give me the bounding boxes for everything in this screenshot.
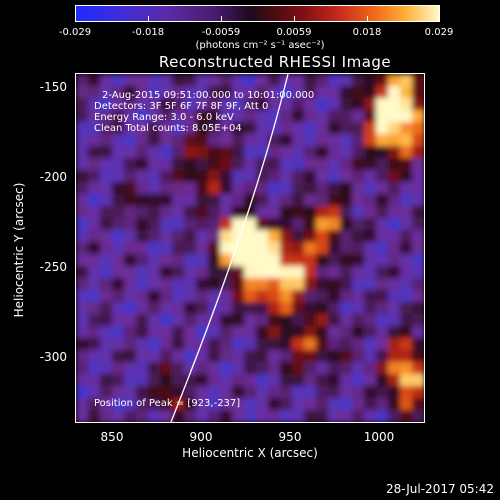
clean-counts-text: Clean Total counts: 8.05E+04 xyxy=(94,123,242,134)
y-tick-label: -300 xyxy=(39,350,67,364)
plot-title: Reconstructed RHESSI Image xyxy=(158,53,392,71)
detectors-text: Detectors: 3F 5F 6F 7F 8F 9F, Att 0 xyxy=(94,101,269,112)
solar-limb-line xyxy=(170,74,289,422)
solar-image-plot xyxy=(75,73,425,423)
colorbar-tick-label: -0.029 xyxy=(58,27,92,38)
colorbar-tick-mark xyxy=(439,16,440,22)
footer-timestamp: 28-Jul-2017 05:42 xyxy=(385,482,494,496)
colorbar-tick-label: 0.0059 xyxy=(276,27,312,38)
colorbar-tick-label: -0.0059 xyxy=(201,27,241,38)
x-tick-label: 1000 xyxy=(363,430,395,444)
colorbar-tick-label: 0.018 xyxy=(352,27,382,38)
colorbar-tick-mark xyxy=(367,16,368,22)
colorbar-tick-mark xyxy=(221,16,222,22)
colorbar-unit-label: (photons cm⁻² s⁻¹ asec⁻²) xyxy=(195,40,325,51)
y-tick-label: -150 xyxy=(39,80,67,94)
y-tick-label: -200 xyxy=(39,170,67,184)
colorbar-tick-label: -0.018 xyxy=(131,27,165,38)
peak-position-text: Position of Peak = [923,-237] xyxy=(94,398,241,409)
x-axis-label: Heliocentric X (arcsec) xyxy=(182,446,318,460)
x-tick-label: 850 xyxy=(100,430,124,444)
reconstructed-image-heatmap xyxy=(76,74,424,422)
colorbar-tick-label: 0.029 xyxy=(424,27,454,38)
colorbar-tick-mark xyxy=(75,16,76,22)
x-tick-label: 950 xyxy=(278,430,302,444)
x-tick-label: 900 xyxy=(189,430,213,444)
y-tick-label: -250 xyxy=(39,260,67,274)
colorbar-tick-mark xyxy=(148,16,149,22)
energy-range-text: Energy Range: 3.0 - 6.0 keV xyxy=(94,112,234,123)
time-range-text: 2-Aug-2015 09:51:00.000 to 10:01:00.000 xyxy=(102,90,315,101)
y-axis-label: Heliocentric Y (arcsec) xyxy=(12,182,26,318)
colorbar-tick-mark xyxy=(294,16,295,22)
colorbar xyxy=(75,5,440,22)
